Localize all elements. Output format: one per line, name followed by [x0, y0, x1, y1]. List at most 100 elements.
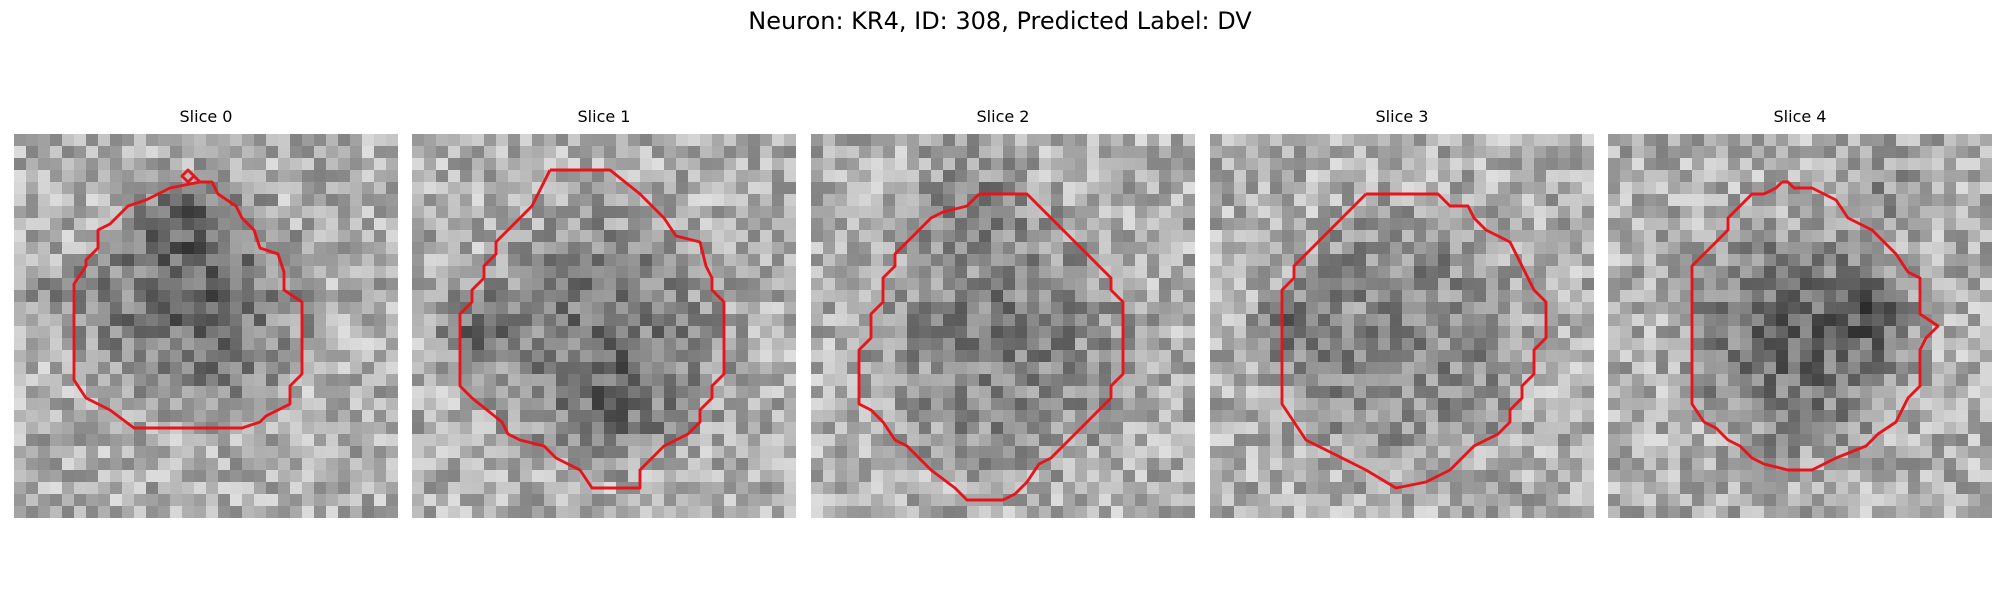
- pixel: [664, 386, 677, 399]
- pixel: [664, 350, 677, 363]
- pixel: [760, 506, 773, 518]
- pixel: [955, 446, 968, 459]
- pixel: [544, 146, 557, 159]
- pixel: [1534, 170, 1547, 183]
- pixel: [1015, 218, 1028, 231]
- pixel: [568, 194, 581, 207]
- pixel: [1282, 254, 1295, 267]
- pixel: [1534, 194, 1547, 207]
- pixel: [218, 314, 231, 327]
- pixel: [1318, 194, 1331, 207]
- pixel: [736, 470, 749, 483]
- pixel: [182, 338, 195, 351]
- pixel: [362, 386, 375, 399]
- pixel: [1450, 230, 1463, 243]
- pixel: [811, 278, 824, 291]
- pixel: [919, 338, 932, 351]
- pixel: [1234, 470, 1247, 483]
- pixel: [1860, 146, 1873, 159]
- pixel: [823, 398, 836, 411]
- pixel: [266, 134, 279, 147]
- pixel: [1728, 182, 1741, 195]
- pixel: [1620, 446, 1633, 459]
- pixel: [556, 134, 569, 147]
- pixel: [1656, 350, 1669, 363]
- pixel: [302, 278, 315, 291]
- pixel: [1378, 170, 1391, 183]
- pixel: [1051, 290, 1064, 303]
- pixel: [955, 278, 968, 291]
- pixel: [1123, 146, 1136, 159]
- pixel: [1270, 350, 1283, 363]
- pixel: [278, 362, 291, 375]
- pixel: [859, 278, 872, 291]
- pixel: [1800, 158, 1813, 171]
- pixel: [170, 458, 183, 471]
- pixel: [436, 182, 449, 195]
- pixel: [1147, 458, 1160, 471]
- pixel: [1306, 458, 1319, 471]
- pixel: [1426, 242, 1439, 255]
- pixel: [1210, 350, 1223, 363]
- pixel: [508, 482, 521, 495]
- pixel: [919, 290, 932, 303]
- pixel: [712, 362, 725, 375]
- pixel: [326, 422, 339, 435]
- pixel: [182, 362, 195, 375]
- pixel: [1003, 338, 1016, 351]
- pixel: [1752, 434, 1765, 447]
- pixel: [350, 386, 363, 399]
- pixel: [98, 422, 111, 435]
- pixel: [1210, 182, 1223, 195]
- pixel: [1147, 506, 1160, 518]
- pixel: [652, 146, 665, 159]
- pixel: [14, 422, 27, 435]
- pixel: [1812, 266, 1825, 279]
- pixel: [1812, 194, 1825, 207]
- pixel: [1342, 278, 1355, 291]
- pixel: [712, 266, 725, 279]
- pixel: [1294, 134, 1307, 147]
- pixel: [1800, 314, 1813, 327]
- pixel: [1426, 254, 1439, 267]
- pixel: [847, 494, 860, 507]
- pixel: [772, 170, 785, 183]
- pixel: [326, 170, 339, 183]
- pixel: [955, 470, 968, 483]
- pixel: [1135, 326, 1148, 339]
- pixel: [1728, 158, 1741, 171]
- pixel: [254, 206, 267, 219]
- pixel: [448, 434, 461, 447]
- pixel: [871, 218, 884, 231]
- pixel: [580, 182, 593, 195]
- pixel: [1522, 410, 1535, 423]
- pixel: [1462, 386, 1475, 399]
- pixel: [1956, 182, 1969, 195]
- pixel: [386, 434, 398, 447]
- pixel: [1366, 194, 1379, 207]
- pixel: [110, 146, 123, 159]
- pixel: [1171, 158, 1184, 171]
- pixel: [134, 146, 147, 159]
- pixel: [362, 434, 375, 447]
- pixel: [1944, 278, 1957, 291]
- pixel: [688, 146, 701, 159]
- pixel: [374, 350, 387, 363]
- pixel: [1306, 146, 1319, 159]
- pixel: [448, 170, 461, 183]
- pixel: [835, 374, 848, 387]
- pixel: [616, 314, 629, 327]
- pixel: [436, 374, 449, 387]
- pixel: [1704, 218, 1717, 231]
- pixel: [592, 350, 605, 363]
- pixel: [98, 410, 111, 423]
- pixel: [883, 410, 896, 423]
- pixel: [1920, 350, 1933, 363]
- pixel: [1692, 266, 1705, 279]
- pixel: [907, 434, 920, 447]
- pixel: [242, 206, 255, 219]
- pixel: [1474, 410, 1487, 423]
- pixel: [652, 422, 665, 435]
- pixel: [1608, 314, 1621, 327]
- pixel: [1282, 194, 1295, 207]
